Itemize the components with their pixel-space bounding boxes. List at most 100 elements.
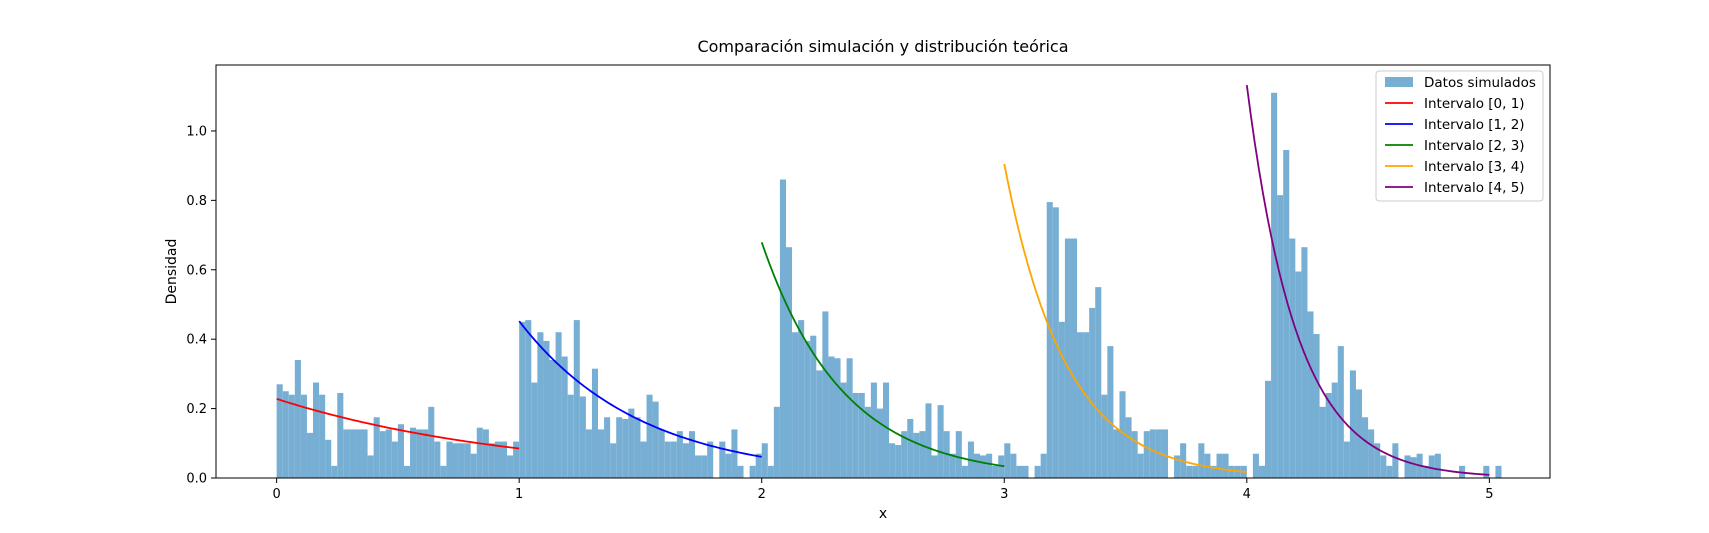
histogram-bar	[634, 417, 641, 478]
histogram-bar	[731, 429, 738, 478]
histogram-bar	[1368, 429, 1375, 478]
histogram-bar	[1301, 247, 1308, 478]
histogram-bar	[913, 432, 920, 478]
x-tick-label: 2	[758, 487, 766, 502]
histogram-bar	[1089, 307, 1096, 478]
histogram-bar	[294, 360, 301, 478]
histogram-bar	[288, 394, 295, 478]
histogram-bar	[622, 419, 629, 478]
legend-box	[1375, 70, 1544, 202]
histogram-bar	[1392, 443, 1399, 478]
histogram-bar	[1355, 389, 1363, 478]
histogram-bar	[986, 453, 993, 478]
x-tick-label: 1	[515, 487, 523, 502]
histogram-bar	[1337, 346, 1344, 478]
histogram-bar	[870, 382, 877, 478]
histogram-bar	[834, 358, 841, 478]
histogram-bar	[446, 441, 453, 478]
histogram-bar	[1374, 443, 1381, 478]
y-axis-ticks: 0.0 0.2 0.4 0.6 0.8 1.0	[186, 124, 216, 487]
histogram-bar	[482, 429, 489, 478]
histogram-bar	[1483, 465, 1490, 478]
histogram-bar	[1265, 380, 1272, 478]
histogram-bar	[846, 358, 853, 478]
y-tick-label: 0.6	[186, 263, 207, 278]
histogram-bar	[828, 356, 835, 478]
histogram-bar	[1022, 465, 1029, 478]
histogram-bar	[701, 455, 708, 478]
histogram-bar	[749, 465, 756, 478]
density-line	[1245, 85, 1490, 476]
histogram-bar	[561, 356, 568, 478]
x-axis-title: x	[879, 506, 887, 522]
histogram-bar	[604, 417, 611, 478]
histogram-bar	[785, 247, 793, 478]
histogram-bar	[313, 382, 320, 478]
histogram-bar	[519, 321, 526, 478]
histogram-bar	[1095, 287, 1102, 478]
histogram-bar	[591, 368, 599, 478]
histogram-bar	[488, 443, 495, 478]
histogram-bar	[682, 443, 689, 478]
histogram-bar	[337, 392, 344, 478]
histogram-bar	[1325, 392, 1332, 478]
histogram-bar	[507, 455, 514, 478]
histogram-bar	[1289, 238, 1296, 478]
histogram-bar	[773, 406, 780, 478]
histogram-bar	[1295, 271, 1302, 478]
histogram-bar	[543, 340, 550, 478]
histogram-bar	[379, 431, 386, 478]
histogram-bar	[537, 332, 544, 478]
histogram-bar	[973, 453, 981, 478]
histogram-bar	[961, 465, 968, 478]
histogram-bar	[792, 332, 799, 478]
x-tick-label: 3	[1000, 487, 1008, 502]
x-tick-label: 4	[1243, 487, 1251, 502]
histogram-bar	[1004, 443, 1011, 478]
histogram-bar	[1040, 453, 1047, 478]
histogram-bar	[1277, 195, 1284, 478]
histogram-bar	[1070, 238, 1078, 478]
histogram-bar	[1137, 453, 1144, 478]
y-tick-label: 0.4	[186, 333, 207, 348]
legend-label: Intervalo [1, 2)	[1424, 117, 1525, 133]
legend-label: Intervalo [2, 3)	[1424, 138, 1525, 154]
histogram-bar	[355, 429, 362, 478]
histogram-bar	[901, 431, 908, 478]
histogram-bar	[610, 443, 617, 478]
histogram-bar	[567, 394, 574, 478]
histogram-bar	[646, 394, 653, 478]
histogram-bar	[1386, 465, 1393, 478]
histogram-bar	[1271, 92, 1278, 478]
histogram-bar	[1077, 332, 1084, 478]
histogram-bar	[1428, 455, 1435, 478]
y-axis-title: Densidad	[164, 239, 180, 305]
histogram-bar	[391, 441, 398, 478]
histogram-bar	[779, 179, 786, 478]
histogram-bar	[579, 396, 586, 478]
histogram-bar	[652, 401, 659, 478]
legend-label: Datos simulados	[1424, 75, 1536, 91]
histogram-bar	[276, 384, 283, 478]
legend-label: Intervalo [4, 5)	[1424, 180, 1525, 196]
histogram-bar	[719, 441, 726, 478]
histogram-bar	[1410, 457, 1417, 478]
histogram-bar	[1495, 465, 1502, 478]
histogram-bar	[1143, 431, 1150, 478]
histogram-bar	[1380, 455, 1387, 478]
histogram-bar	[1058, 321, 1065, 478]
histogram-bar	[670, 441, 677, 478]
histogram-bar	[1222, 453, 1229, 478]
density-line	[1003, 163, 1247, 473]
histogram-bar	[343, 429, 350, 478]
histogram-bar	[513, 441, 520, 478]
legend-label: Intervalo [3, 4)	[1424, 159, 1525, 175]
histogram-bar	[385, 429, 392, 478]
histogram-bar	[1216, 453, 1223, 478]
histogram-bar	[416, 429, 423, 478]
histogram-bar	[367, 455, 374, 478]
histogram-bar	[1125, 417, 1132, 478]
histogram-bar	[1283, 150, 1290, 478]
density-line	[518, 320, 762, 458]
histogram-bar	[640, 441, 647, 478]
